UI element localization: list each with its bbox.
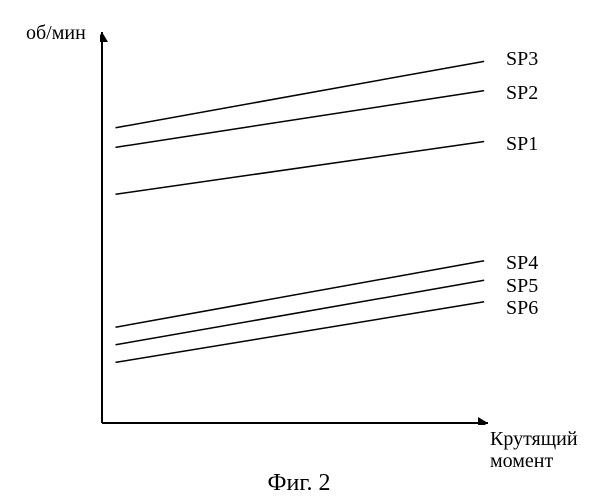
series-label-sp5: SP5 (506, 275, 538, 298)
series-label-sp2: SP2 (506, 82, 538, 105)
series-line-sp1 (116, 141, 485, 194)
series-line-sp6 (116, 302, 485, 363)
series-label-sp1: SP1 (506, 133, 538, 156)
x-axis-label: Крутящий момент (490, 428, 578, 472)
series-label-sp3: SP3 (506, 48, 538, 71)
series-line-sp5 (116, 280, 485, 345)
figure-caption: Фиг. 2 (0, 470, 598, 497)
y-axis-label: об/мин (26, 22, 86, 45)
series-line-sp4 (116, 261, 485, 327)
series-line-sp2 (116, 91, 485, 148)
series-label-sp6: SP6 (506, 297, 538, 320)
series-line-sp3 (116, 61, 485, 127)
chart-plot (100, 30, 490, 425)
figure-container: об/мин Крутящий момент Фиг. 2 SP3 SP2 SP1 S… (0, 0, 598, 500)
series-label-sp4: SP4 (506, 252, 538, 275)
